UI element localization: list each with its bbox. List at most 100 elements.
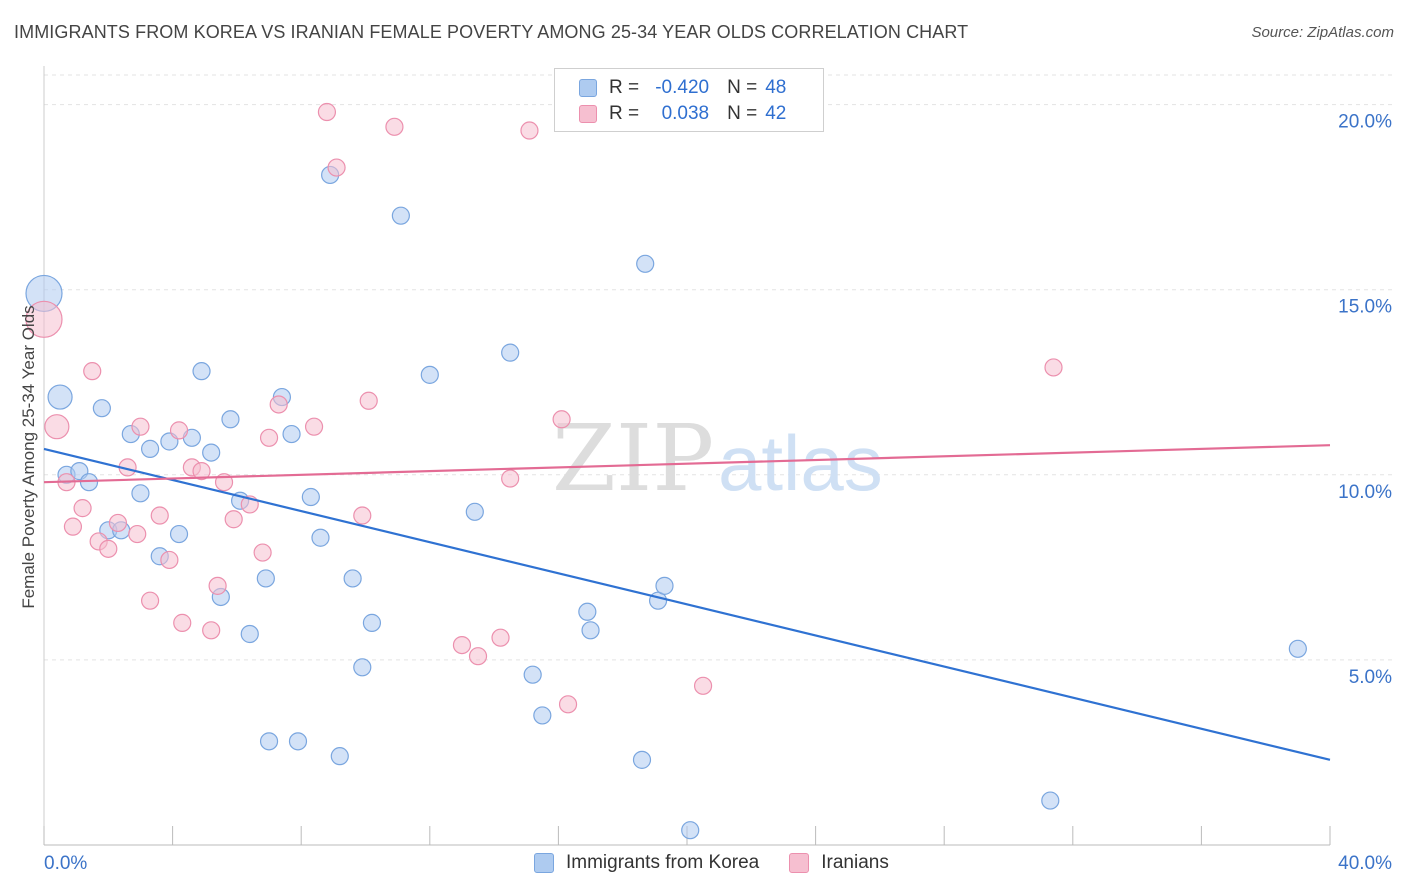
point-korea (288, 732, 308, 751)
n-value: 48 (765, 77, 787, 98)
point-iranians (173, 613, 192, 632)
y-tick-label: 5.0% (1349, 667, 1392, 688)
x-tick-label: 40.0% (1338, 853, 1392, 874)
trend-layer (43, 444, 1331, 761)
point-korea (79, 473, 99, 492)
r-label: R = (609, 77, 640, 98)
point-iranians (558, 695, 578, 714)
trendline-korea (43, 447, 1331, 761)
point-korea (353, 658, 372, 677)
point-iranians (44, 414, 70, 440)
point-korea (92, 399, 111, 418)
point-korea (47, 384, 73, 410)
point-iranians (128, 524, 147, 544)
point-korea (578, 602, 597, 621)
point-korea (330, 747, 349, 766)
n-label: N = (727, 103, 758, 124)
point-korea (140, 439, 160, 458)
point-iranians (385, 117, 404, 136)
point-korea (501, 343, 520, 362)
point-iranians (491, 628, 510, 647)
legend-label-iranians: Iranians (821, 852, 889, 873)
y-axis-title: Female Poverty Among 25-34 Year Olds (19, 305, 38, 609)
point-iranians (452, 635, 472, 655)
stats-row-iranians: R = 0.038 N = 42 (579, 101, 786, 127)
point-iranians (108, 513, 128, 533)
point-korea (523, 665, 542, 684)
point-korea (362, 613, 382, 632)
point-iranians (552, 410, 571, 429)
trendline-iranians (43, 444, 1331, 484)
point-korea (420, 365, 439, 384)
point-iranians (269, 395, 288, 414)
source-credit: Source: ZipAtlas.com (1251, 24, 1394, 41)
point-iranians (160, 550, 179, 570)
point-iranians (693, 676, 713, 695)
point-korea (169, 524, 189, 544)
chart-title: IMMIGRANTS FROM KOREA VS IRANIAN FEMALE … (14, 22, 969, 42)
point-korea (391, 206, 410, 225)
point-korea (192, 362, 211, 381)
point-iranians (25, 300, 63, 338)
point-iranians (192, 462, 211, 481)
point-korea (202, 443, 221, 462)
iranians-swatch (579, 105, 597, 123)
point-iranians (131, 417, 150, 436)
grid-layer (44, 74, 1392, 661)
point-korea (1288, 639, 1307, 658)
legend-label-korea: Immigrants from Korea (566, 852, 760, 873)
point-iranians (63, 517, 83, 536)
point-korea (533, 706, 552, 725)
point-korea (256, 569, 275, 588)
legend-item-iranians[interactable]: Iranians (789, 852, 889, 874)
point-iranians (73, 499, 92, 518)
point-korea (636, 254, 655, 273)
point-iranians (169, 421, 189, 440)
r-value: -0.420 (655, 77, 710, 98)
tick-label-layer: 5.0% 10.0% 15.0% 20.0% 0.0% 40.0% (44, 112, 1392, 874)
point-korea (655, 576, 674, 595)
point-korea (343, 569, 362, 588)
point-iranians (253, 543, 272, 562)
point-korea (465, 502, 484, 521)
point-iranians (259, 428, 279, 447)
point-korea (311, 528, 330, 547)
point-iranians (150, 506, 169, 525)
point-korea (301, 487, 320, 507)
x-tick-label: 0.0% (44, 853, 87, 874)
point-korea (259, 732, 279, 751)
korea-swatch (534, 853, 554, 873)
point-iranians (520, 121, 539, 140)
legend-item-korea[interactable]: Immigrants from Korea (534, 852, 759, 874)
point-iranians (317, 102, 337, 122)
point-iranians (83, 362, 102, 381)
point-korea (1041, 791, 1060, 810)
point-iranians (304, 417, 324, 436)
point-iranians (202, 621, 221, 640)
point-korea (221, 410, 240, 429)
axis-layer (43, 66, 1331, 846)
y-tick-label: 10.0% (1338, 482, 1392, 503)
point-korea (131, 484, 150, 503)
point-korea (632, 750, 652, 769)
point-iranians (501, 469, 520, 488)
point-iranians (224, 510, 243, 529)
stats-row-korea: R = -0.420 N = 48 (579, 75, 786, 101)
point-korea (282, 424, 301, 444)
watermark-zip: ZIP (552, 405, 714, 512)
r-value: 0.038 (661, 103, 710, 124)
point-iranians (353, 506, 372, 525)
series-legend: Immigrants from Korea Iranians (534, 852, 919, 874)
point-iranians (140, 591, 160, 610)
stats-legend: R = -0.420 N = 48 R = 0.038 N = 42 (554, 68, 824, 132)
point-korea (581, 621, 600, 640)
point-iranians (1044, 358, 1063, 377)
point-korea (681, 821, 700, 840)
point-iranians (99, 539, 118, 558)
korea-swatch (579, 79, 597, 97)
n-label: N = (727, 77, 758, 98)
point-iranians (327, 158, 346, 177)
point-iranians (208, 576, 227, 595)
y-tick-label: 20.0% (1338, 112, 1392, 133)
